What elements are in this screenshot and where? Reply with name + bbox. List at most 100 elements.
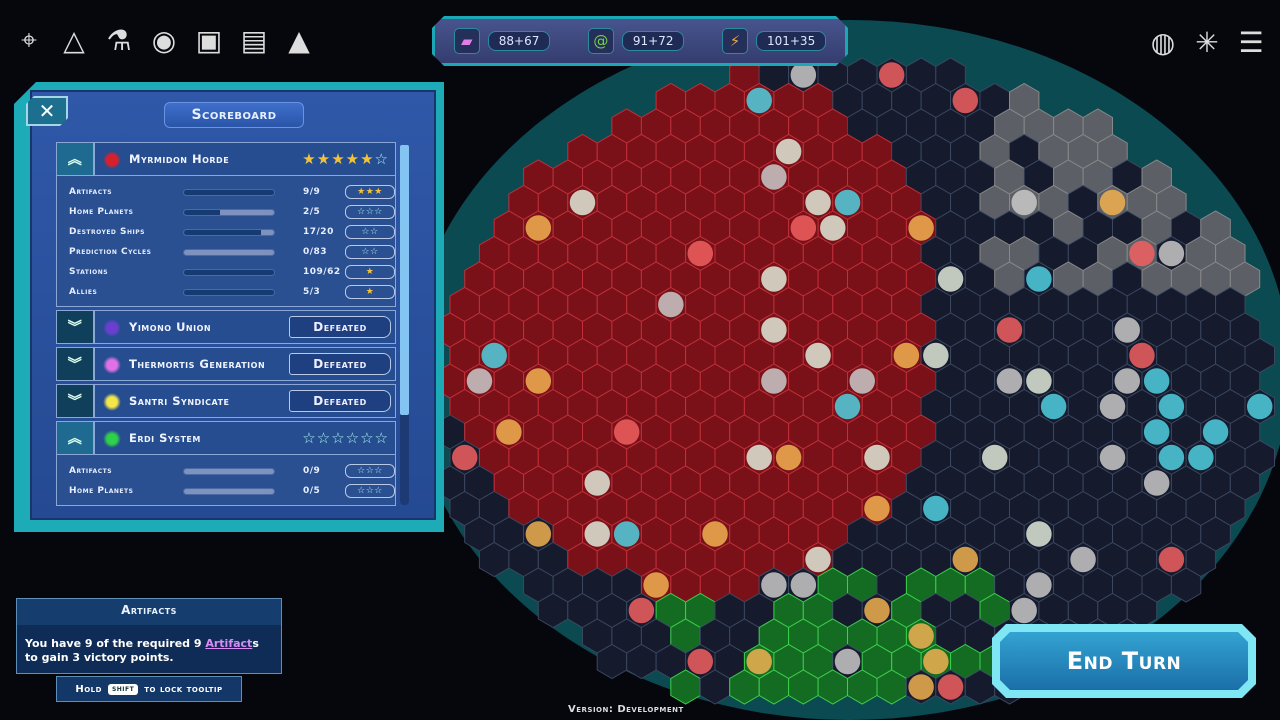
artifact-link[interactable]: Artifact — [205, 637, 253, 650]
star-system[interactable] — [923, 648, 949, 675]
stat-row[interactable]: Home Planets 2/5 ☆☆☆ — [57, 202, 395, 222]
star-system[interactable] — [878, 62, 905, 88]
stat-row[interactable]: Destroyed Ships 17/20 ☆☆ — [57, 222, 395, 242]
star-system[interactable] — [805, 342, 831, 369]
star-system[interactable] — [628, 597, 655, 624]
expand-button[interactable]: ︾ — [57, 385, 95, 417]
star-system[interactable] — [761, 572, 787, 598]
star-system[interactable] — [893, 342, 920, 369]
star-system[interactable] — [1158, 546, 1185, 573]
faction-header[interactable]: ︾ Santri Syndicate Defeated — [56, 384, 396, 418]
star-system[interactable] — [1158, 444, 1185, 471]
star-system[interactable] — [1143, 470, 1170, 496]
star-system[interactable] — [1011, 189, 1037, 216]
star-system[interactable] — [952, 546, 979, 573]
star-system[interactable] — [1158, 240, 1185, 267]
expand-button[interactable]: ︾ — [57, 311, 95, 343]
star-system[interactable] — [496, 419, 522, 445]
scrollbar[interactable] — [400, 145, 409, 505]
stat-row[interactable]: Stations 109/62 ★ — [57, 262, 395, 282]
star-system[interactable] — [746, 87, 772, 114]
star-system[interactable] — [1202, 419, 1229, 445]
star-system[interactable] — [1099, 444, 1126, 471]
star-system[interactable] — [687, 648, 714, 675]
star-system[interactable] — [908, 623, 934, 649]
star-system[interactable] — [1099, 393, 1126, 420]
faction-triangle-icon[interactable]: △ — [63, 23, 85, 57]
star-system[interactable] — [1143, 419, 1170, 445]
stat-row[interactable]: Allies 5/3 ★ — [57, 282, 395, 302]
star-system[interactable] — [820, 215, 846, 241]
faction-header[interactable]: ︽ Myrmidon Horde ★★★★★☆ — [56, 142, 396, 176]
star-system[interactable] — [1188, 444, 1214, 471]
network-icon[interactable]: ✳ — [1195, 25, 1219, 59]
star-system[interactable] — [1114, 368, 1140, 394]
stat-row[interactable]: Home Planets 0/5 ☆☆☆ — [57, 481, 395, 501]
star-system[interactable] — [805, 546, 831, 573]
star-system[interactable] — [761, 368, 787, 394]
close-button[interactable]: ✕ — [26, 96, 68, 126]
star-system[interactable] — [1158, 393, 1185, 420]
collapse-button[interactable]: ︽ — [57, 422, 95, 454]
planet-icon[interactable]: ◉ — [151, 23, 177, 57]
star-card-icon[interactable]: ▣ — [195, 23, 223, 57]
scrollbar-thumb[interactable] — [400, 145, 409, 415]
star-system[interactable] — [849, 368, 875, 394]
menu-icon[interactable]: ☰ — [1238, 25, 1264, 59]
star-system[interactable] — [923, 495, 949, 522]
star-system[interactable] — [908, 215, 934, 241]
star-system[interactable] — [643, 572, 669, 598]
star-system[interactable] — [1026, 368, 1052, 394]
star-system[interactable] — [1143, 368, 1170, 394]
star-system[interactable] — [569, 189, 596, 216]
star-system[interactable] — [761, 317, 787, 343]
chevron-up-icon[interactable]: ▲ — [288, 23, 310, 57]
star-system[interactable] — [775, 138, 802, 165]
star-system[interactable] — [1040, 393, 1067, 420]
star-system[interactable] — [1129, 240, 1155, 267]
collapse-button[interactable]: ︽ — [57, 143, 95, 175]
faction-header[interactable]: ︾ Thermortis Generation Defeated — [56, 347, 396, 381]
star-system[interactable] — [834, 189, 861, 216]
star-system[interactable] — [1026, 572, 1052, 598]
star-system[interactable] — [775, 444, 802, 471]
star-system[interactable] — [952, 87, 979, 114]
map-hex[interactable] — [1170, 567, 1202, 603]
star-system[interactable] — [584, 521, 610, 547]
star-system[interactable] — [864, 495, 890, 522]
star-system[interactable] — [834, 393, 861, 420]
stat-row[interactable]: Artifacts 0/9 ☆☆☆ — [57, 461, 395, 481]
star-system[interactable] — [525, 521, 552, 547]
star-system[interactable] — [481, 342, 507, 369]
star-system[interactable] — [761, 266, 787, 292]
star-system[interactable] — [1246, 393, 1273, 420]
stat-row[interactable]: Prediction Cycles 0/83 ☆☆ — [57, 242, 395, 262]
star-system[interactable] — [613, 521, 640, 547]
star-system[interactable] — [525, 215, 552, 241]
star-system[interactable] — [864, 597, 890, 624]
star-system[interactable] — [923, 342, 949, 369]
star-system[interactable] — [613, 419, 640, 445]
star-system[interactable] — [790, 215, 817, 241]
star-system[interactable] — [584, 470, 610, 496]
star-system[interactable] — [908, 674, 934, 700]
star-system[interactable] — [658, 291, 684, 318]
star-system[interactable] — [1114, 317, 1140, 343]
star-system[interactable] — [702, 521, 728, 547]
expand-button[interactable]: ︾ — [57, 348, 95, 380]
target-icon[interactable]: ⌖ — [21, 23, 37, 56]
star-system[interactable] — [864, 444, 890, 471]
star-system[interactable] — [937, 674, 964, 700]
star-system[interactable] — [996, 317, 1023, 343]
galaxy-icon[interactable]: ◍ — [1150, 25, 1176, 59]
star-system[interactable] — [746, 648, 772, 675]
star-system[interactable] — [761, 164, 787, 190]
star-system[interactable] — [805, 189, 831, 216]
star-system[interactable] — [981, 444, 1008, 471]
star-system[interactable] — [466, 368, 493, 394]
star-system[interactable] — [790, 572, 817, 598]
star-system[interactable] — [790, 62, 817, 88]
star-system[interactable] — [1129, 342, 1155, 369]
star-system[interactable] — [687, 240, 714, 267]
star-system[interactable] — [996, 368, 1023, 394]
